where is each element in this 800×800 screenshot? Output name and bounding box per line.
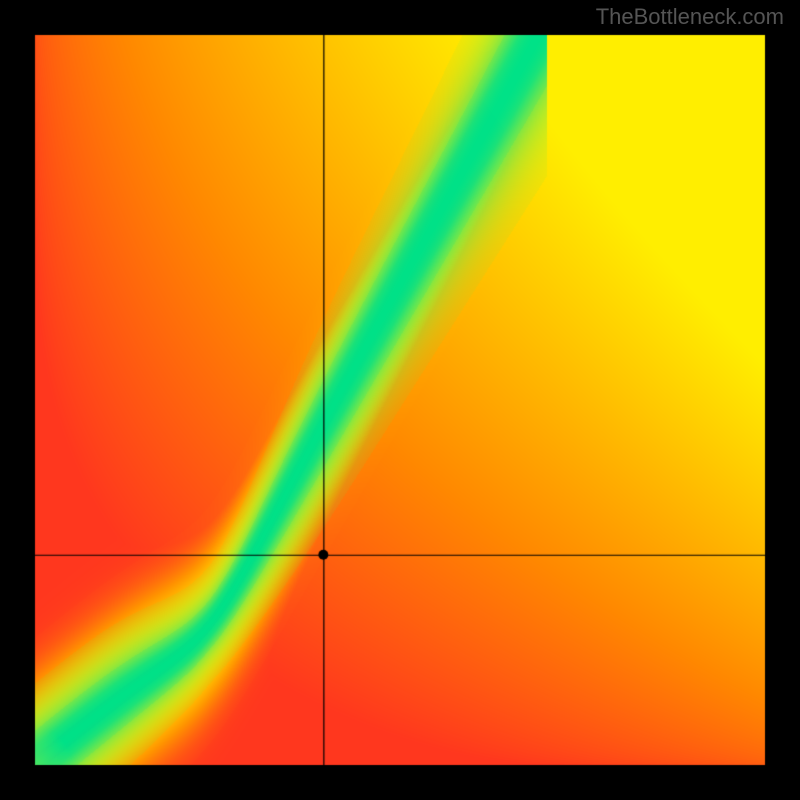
- heatmap-canvas: [0, 0, 800, 800]
- chart-container: TheBottleneck.com: [0, 0, 800, 800]
